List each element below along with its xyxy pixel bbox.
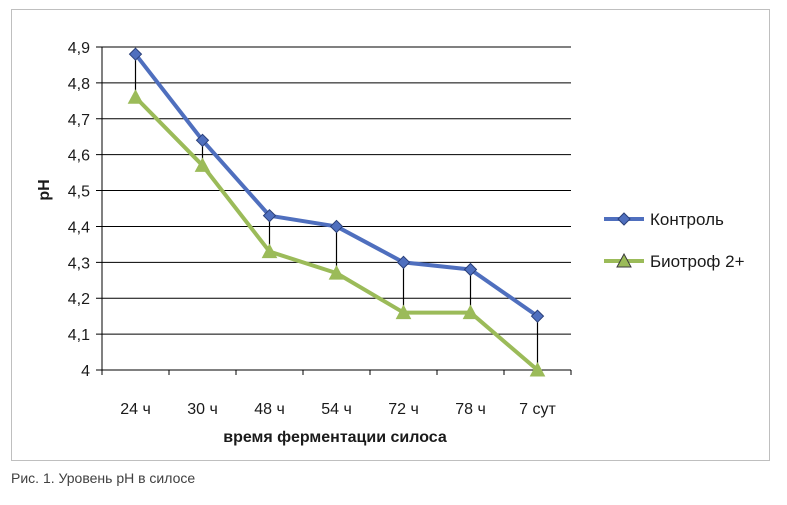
data-point-control — [195, 133, 210, 148]
x-tick-label: 78 ч — [455, 401, 486, 418]
data-point-biotrof — [328, 265, 345, 280]
y-axis-title: pH — [36, 179, 53, 200]
y-tick-labels: 4 4,1 4,2 4,3 4,4 4,5 4,6 4,7 4,8 4,9 — [68, 40, 90, 380]
data-point-control — [530, 309, 545, 323]
legend: Контроль Биотроф 2+ — [604, 210, 745, 271]
data-point-control — [396, 255, 411, 270]
data-point-control — [262, 208, 277, 223]
y-tick-label: 4,1 — [68, 327, 90, 344]
data-point-biotrof — [529, 361, 546, 377]
data-point-biotrof — [194, 157, 211, 172]
data-point-control — [329, 219, 344, 234]
line-chart: 4 4,1 4,2 4,3 4,4 4,5 4,6 4,7 4,8 4,9 24 ч 30 ч 48 … — [36, 40, 745, 446]
series — [127, 47, 546, 377]
x-tick-label: 72 ч — [388, 401, 419, 418]
figure-caption: Рис. 1. Уровень рН в силосе — [11, 470, 196, 486]
x-tick-label: 30 ч — [187, 401, 218, 418]
y-tick-label: 4,3 — [68, 255, 90, 272]
x-axis-title: время ферментации силоса — [223, 429, 447, 446]
y-tick-label: 4,6 — [68, 148, 90, 165]
x-tick-label: 7 сут — [519, 401, 556, 418]
y-tick-label: 4,5 — [68, 184, 90, 201]
y-tick-label: 4,9 — [68, 40, 90, 57]
legend-diamond-marker — [617, 212, 631, 226]
y-tick-label: 4,7 — [68, 112, 90, 129]
legend-label: Контроль — [650, 210, 724, 229]
y-tick-label: 4,4 — [68, 219, 90, 236]
data-point-biotrof — [395, 304, 412, 320]
data-point-control — [128, 47, 143, 61]
data-point-biotrof — [261, 243, 278, 259]
y-tick-label: 4,8 — [68, 76, 90, 93]
y-tick-label: 4 — [81, 363, 90, 380]
x-tick-label: 48 ч — [254, 401, 285, 418]
x-tick-labels: 24 ч 30 ч 48 ч 54 ч 72 ч 78 ч 7 сут — [101, 370, 572, 418]
legend-label: Биотроф 2+ — [650, 252, 745, 271]
x-tick-label: 54 ч — [321, 401, 352, 418]
data-point-biotrof — [127, 89, 144, 104]
data-point-control — [463, 262, 478, 277]
data-point-biotrof — [462, 304, 479, 320]
chart-frame: 4 4,1 4,2 4,3 4,4 4,5 4,6 4,7 4,8 4,9 24 ч 30 ч 48 … — [11, 9, 770, 461]
drop-lines — [134, 54, 539, 370]
x-tick-label: 24 ч — [120, 401, 151, 418]
y-tick-label: 4,2 — [68, 291, 90, 308]
legend-triangle-marker — [616, 252, 632, 268]
